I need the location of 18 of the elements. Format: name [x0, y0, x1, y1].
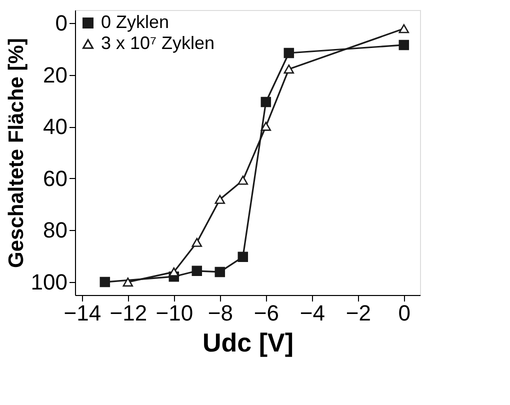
- x-tick-label: −4: [300, 300, 325, 326]
- legend-label: 3 x 10⁷ Zyklen: [101, 33, 215, 53]
- x-tick-label: −12: [110, 300, 148, 326]
- y-tick-label: 100: [30, 270, 68, 295]
- y-tick-label: 80: [43, 218, 68, 243]
- x-axis-title: Udc [V]: [202, 328, 294, 358]
- y-tick-label: 40: [43, 114, 68, 140]
- x-tick-label: 0: [398, 300, 411, 326]
- y-axis-title: Geschaltete Fläche [%]: [4, 38, 28, 268]
- x-tick-label: −8: [208, 300, 233, 326]
- y-tick-label: 0: [55, 10, 68, 36]
- x-tick-label: −10: [156, 300, 194, 326]
- y-tick-label: 60: [43, 166, 68, 191]
- x-tick-label: −2: [346, 300, 371, 326]
- y-tick-label: 20: [43, 62, 68, 88]
- x-tick-label: −6: [254, 300, 279, 326]
- legend-label: 0 Zyklen: [101, 12, 170, 32]
- x-tick-label: −14: [64, 300, 102, 326]
